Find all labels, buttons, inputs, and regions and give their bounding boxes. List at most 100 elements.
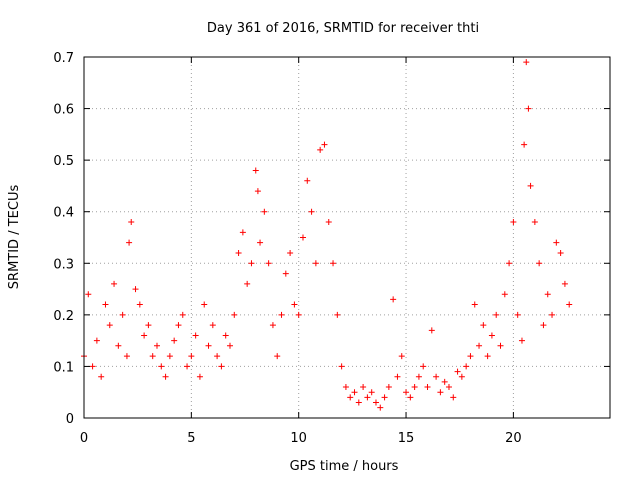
data-point: [119, 311, 126, 318]
data-point: [403, 389, 410, 396]
data-point: [525, 105, 532, 112]
data-point: [415, 373, 422, 380]
chart-title: Day 361 of 2016, SRMTID for receiver tht…: [207, 21, 479, 36]
data-point: [536, 260, 543, 267]
data-point: [106, 322, 113, 329]
data-point: [231, 311, 238, 318]
x-axis-ticks: 0 5 10 15 20: [80, 57, 522, 446]
data-point: [531, 219, 538, 226]
data-point: [153, 342, 160, 349]
data-point: [261, 208, 268, 215]
data-point: [98, 373, 105, 380]
data-point: [398, 353, 405, 360]
data-point: [471, 301, 478, 308]
data-point: [330, 260, 337, 267]
data-point: [347, 394, 354, 401]
data-point: [111, 280, 118, 287]
y-tick-label: 0.5: [53, 154, 74, 169]
data-point: [497, 342, 504, 349]
data-point: [209, 322, 216, 329]
data-point: [115, 342, 122, 349]
data-point: [463, 363, 470, 370]
data-point: [566, 301, 573, 308]
y-axis-label: SRMTID / TECUs: [7, 185, 22, 290]
data-point: [93, 337, 100, 344]
data-point: [458, 373, 465, 380]
data-point: [291, 301, 298, 308]
data-point: [252, 167, 259, 174]
gridlines: [84, 57, 610, 418]
data-point: [218, 363, 225, 370]
y-tick-label: 0.3: [53, 257, 74, 272]
data-point: [145, 322, 152, 329]
data-point: [351, 389, 358, 396]
data-point: [188, 353, 195, 360]
data-point: [308, 208, 315, 215]
y-axis-ticks: 0 0.1 0.2 0.3 0.4 0.5 0.6 0.7: [53, 51, 610, 427]
data-point: [201, 301, 208, 308]
data-point: [214, 353, 221, 360]
data-point: [312, 260, 319, 267]
data-point: [162, 373, 169, 380]
data-point: [544, 291, 551, 298]
data-point: [136, 301, 143, 308]
data-point: [141, 332, 148, 339]
data-point: [304, 177, 311, 184]
data-point: [377, 404, 384, 411]
data-point: [282, 270, 289, 277]
data-point: [540, 322, 547, 329]
data-point: [239, 229, 246, 236]
data-point: [553, 239, 560, 246]
data-point: [394, 373, 401, 380]
data-point: [364, 394, 371, 401]
data-point: [171, 337, 178, 344]
data-point: [420, 363, 427, 370]
data-point: [317, 146, 324, 153]
data-point: [480, 322, 487, 329]
data-point: [372, 399, 379, 406]
data-point: [338, 363, 345, 370]
data-point: [476, 342, 483, 349]
data-point: [527, 182, 534, 189]
data-point: [102, 301, 109, 308]
data-point: [235, 249, 242, 256]
x-tick-label: 20: [505, 431, 522, 446]
data-point: [407, 394, 414, 401]
data-point: [514, 311, 521, 318]
data-point: [557, 249, 564, 256]
data-point: [85, 291, 92, 298]
data-point: [467, 353, 474, 360]
x-tick-label: 15: [398, 431, 415, 446]
data-point: [257, 239, 264, 246]
data-point: [222, 332, 229, 339]
data-point: [390, 296, 397, 303]
y-tick-label: 0: [66, 412, 74, 427]
data-point: [205, 342, 212, 349]
y-tick-label: 0.6: [53, 103, 74, 118]
data-point: [128, 219, 135, 226]
data-point: [299, 234, 306, 241]
data-point: [244, 280, 251, 287]
y-tick-label: 0.4: [53, 206, 74, 221]
y-tick-label: 0.1: [53, 360, 74, 375]
data-point: [149, 353, 156, 360]
data-points: [81, 59, 573, 411]
data-point: [506, 260, 513, 267]
data-point: [123, 353, 130, 360]
data-point: [132, 286, 139, 293]
data-point: [484, 353, 491, 360]
data-point: [428, 327, 435, 334]
data-point: [445, 384, 452, 391]
data-point: [501, 291, 508, 298]
data-point: [450, 394, 457, 401]
data-point: [175, 322, 182, 329]
data-point: [89, 363, 96, 370]
data-point: [454, 368, 461, 375]
data-point: [385, 384, 392, 391]
data-point: [437, 389, 444, 396]
data-point: [265, 260, 272, 267]
data-point: [192, 332, 199, 339]
data-point: [179, 311, 186, 318]
data-point: [561, 280, 568, 287]
data-point: [274, 353, 281, 360]
